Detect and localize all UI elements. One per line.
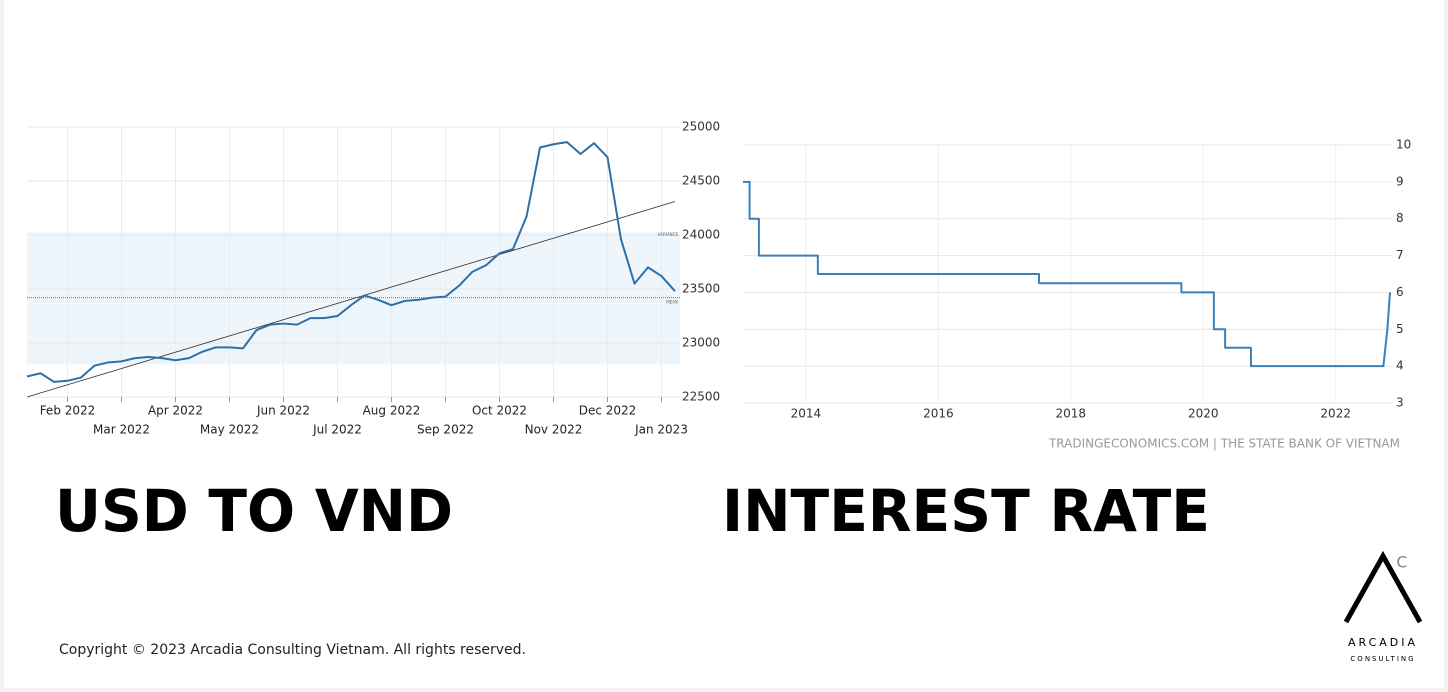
x-tick-label: Oct 2022 — [472, 404, 527, 418]
logo-name: ARCADIA — [1348, 636, 1418, 649]
data-line — [26, 141, 676, 383]
variance-label: VARIANCE — [658, 232, 679, 237]
x-tick-label: 2022 — [1320, 407, 1351, 421]
x-tick-label: Aug 2022 — [363, 404, 421, 418]
x-tick-label: 2016 — [923, 407, 954, 421]
x-tick-label: Jan 2023 — [634, 423, 688, 437]
copyright: Copyright © 2023 Arcadia Consulting Viet… — [59, 642, 526, 658]
y-tick-label: 8 — [1396, 211, 1404, 225]
y-tick-label: 5 — [1396, 322, 1404, 336]
x-tick-label: Nov 2022 — [525, 423, 583, 437]
logo-c: C — [1396, 553, 1407, 572]
x-tick-label: Jun 2022 — [256, 404, 310, 418]
x-tick-label: Apr 2022 — [148, 404, 203, 418]
x-tick-label: Feb 2022 — [40, 404, 96, 418]
data-line — [743, 180, 1392, 368]
y-tick-label: 3 — [1396, 396, 1404, 410]
y-tick-label: 25000 — [682, 120, 720, 134]
x-tick-label: 2018 — [1056, 407, 1087, 421]
y-tick-label: 23000 — [682, 336, 720, 350]
logo-mark — [1343, 550, 1423, 624]
x-tick-label: May 2022 — [200, 423, 259, 437]
y-tick-label: 6 — [1396, 285, 1404, 299]
y-tick-label: 7 — [1396, 248, 1404, 262]
y-tick-label: 10 — [1396, 138, 1411, 152]
mean-label: MEAN — [666, 300, 678, 305]
logo-tagline: CONSULTING — [1350, 655, 1415, 663]
x-tick-label: Sep 2022 — [417, 423, 474, 437]
x-tick-label: Mar 2022 — [93, 423, 150, 437]
x-tick-label: 2020 — [1188, 407, 1219, 421]
x-tick-label: Dec 2022 — [579, 404, 637, 418]
y-tick-label: 22500 — [682, 390, 720, 404]
trend-line — [26, 201, 676, 398]
x-tick-label: 2014 — [791, 407, 822, 421]
heading: USD TO VND — [55, 477, 453, 545]
y-tick-label: 23500 — [682, 282, 720, 296]
y-tick-label: 4 — [1396, 359, 1404, 373]
source: TRADINGECONOMICS.COM | THE STATE BANK OF… — [1048, 437, 1400, 451]
x-tick-label: Jul 2022 — [312, 423, 362, 437]
y-tick-label: 9 — [1396, 174, 1404, 188]
y-tick-label: 24500 — [682, 174, 720, 188]
y-tick-label: 24000 — [682, 228, 720, 242]
heading: INTEREST RATE — [722, 477, 1210, 545]
